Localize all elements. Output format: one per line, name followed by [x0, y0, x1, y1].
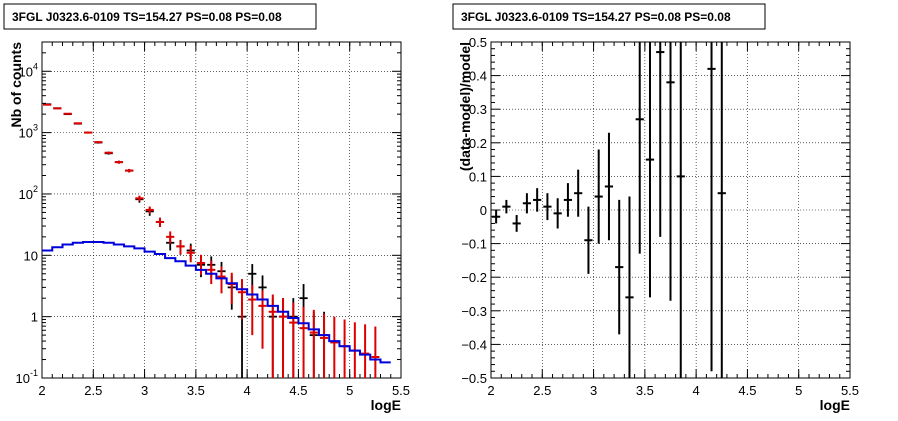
residual-point	[584, 206, 593, 274]
x-tick-label: 2.5	[533, 383, 551, 398]
x-tick-label: 5	[795, 383, 802, 398]
residual-point	[563, 183, 573, 217]
model-point	[330, 316, 339, 378]
x-tick-label: 5.5	[392, 383, 410, 398]
residual-point	[635, 42, 644, 254]
residual-point	[574, 169, 583, 217]
residual-point	[645, 42, 655, 298]
x-tick-label: 3.5	[187, 383, 205, 398]
y-tick-label: −0.3	[461, 304, 487, 319]
x-tick-label: 4.5	[738, 383, 756, 398]
model-point	[63, 112, 72, 115]
x-tick-label: 4	[693, 383, 700, 398]
model-point	[360, 324, 370, 378]
x-tick-label: 3.5	[636, 383, 654, 398]
counts-x-axis-label: logE	[371, 397, 401, 413]
residual-grid	[491, 42, 850, 378]
residual-marks	[492, 42, 726, 378]
model-point	[104, 151, 113, 155]
y-tick-label: 0.1	[469, 169, 487, 184]
y-tick-label: 104	[19, 61, 38, 79]
model-point	[43, 103, 52, 106]
model-point	[155, 217, 165, 227]
model-point	[196, 254, 206, 275]
residual-point	[676, 42, 685, 378]
x-tick-label: 4.5	[289, 383, 307, 398]
y-tick-label: 0.2	[469, 136, 487, 151]
counts-panel: 2 2.5 3 3.5 4 4.5 5 5.5 10-1 1 10 102 103 104 3FGL J0…	[3, 3, 410, 413]
model-point	[186, 245, 195, 263]
residual-point	[717, 42, 726, 378]
residual-point	[533, 188, 542, 212]
x-tick-label: 3	[141, 383, 148, 398]
model-point	[145, 206, 154, 214]
model-point	[371, 326, 380, 378]
y-tick-label: 10-1	[16, 368, 38, 386]
model-point	[299, 306, 308, 378]
residual-point	[656, 42, 665, 237]
model-point	[289, 302, 298, 378]
y-tick-label: 0	[480, 203, 487, 218]
residual-point	[553, 198, 562, 229]
x-tick-label: 2.5	[84, 383, 102, 398]
counts-marks	[42, 103, 391, 378]
residual-point	[543, 193, 552, 221]
x-tick-label: 5	[346, 383, 353, 398]
x-tick-label: 3	[590, 383, 597, 398]
residual-point	[594, 149, 603, 244]
model-point	[217, 266, 226, 294]
model-point	[125, 169, 134, 173]
residual-title: 3FGL J0323.6-0109 TS=154.27 PS=0.08 PS=0…	[461, 10, 731, 24]
residual-point	[502, 199, 511, 214]
x-tick-label: 4	[244, 383, 251, 398]
y-tick-label: −0.1	[461, 237, 487, 252]
residual-point	[512, 215, 521, 232]
y-tick-label: 10	[24, 248, 38, 263]
model-point	[248, 284, 257, 336]
x-tick-label: 5.5	[841, 383, 859, 398]
counts-plot-frame	[41, 41, 402, 379]
y-tick-label: −0.4	[461, 337, 487, 352]
model-point	[319, 313, 329, 378]
y-tick-label: 102	[19, 184, 38, 202]
residual-panel: 2 2.5 3 3.5 4 4.5 5 5.5 −0.5 −0.4 −0.3 −0.2 −0.1 0 0.1…	[452, 3, 859, 413]
counts-title: 3FGL J0323.6-0109 TS=154.27 PS=0.08 PS=0…	[12, 10, 282, 24]
x-tick-label: 2	[487, 383, 494, 398]
model-point	[53, 107, 62, 110]
residual-point	[615, 199, 624, 335]
model-point	[135, 195, 144, 202]
residual-point	[666, 42, 675, 301]
model-point	[207, 260, 216, 285]
model-point	[309, 309, 318, 378]
model-point	[94, 141, 103, 144]
y-tick-label: 1	[31, 310, 38, 325]
residual-point	[604, 132, 614, 241]
counts-title-box	[3, 3, 317, 30]
model-point	[176, 240, 185, 255]
y-tick-label: 0.5	[469, 35, 487, 50]
y-tick-label: −0.5	[461, 371, 487, 386]
y-tick-label: 103	[19, 123, 38, 141]
residual-point	[522, 193, 532, 214]
model-point	[114, 160, 124, 164]
model-point	[84, 131, 93, 134]
y-tick-label: 0.3	[469, 102, 487, 117]
y-tick-label: 0.4	[469, 69, 487, 84]
residual-point	[625, 196, 634, 378]
residual-y-axis-label: (data-model)/model	[457, 42, 473, 171]
residual-ticks: 2 2.5 3 3.5 4 4.5 5 5.5 −0.5 −0.4 −0.3 −0.2 −0.1 0 0.1…	[461, 35, 859, 398]
residual-x-axis-label: logE	[820, 397, 850, 413]
background-model-step-line	[42, 240, 391, 364]
counts-ticks: 2 2.5 3 3.5 4 4.5 5 5.5 10-1 1 10 102 103 104	[16, 41, 410, 398]
model-point	[73, 122, 83, 125]
residual-title-box	[452, 3, 766, 30]
y-tick-label: −0.2	[461, 270, 487, 285]
model-point	[268, 294, 277, 378]
model-point	[237, 279, 247, 320]
counts-y-axis-label: Nb of counts	[8, 42, 24, 128]
residual-point	[707, 42, 716, 372]
x-tick-label: 2	[38, 383, 45, 398]
model-point	[166, 231, 175, 244]
